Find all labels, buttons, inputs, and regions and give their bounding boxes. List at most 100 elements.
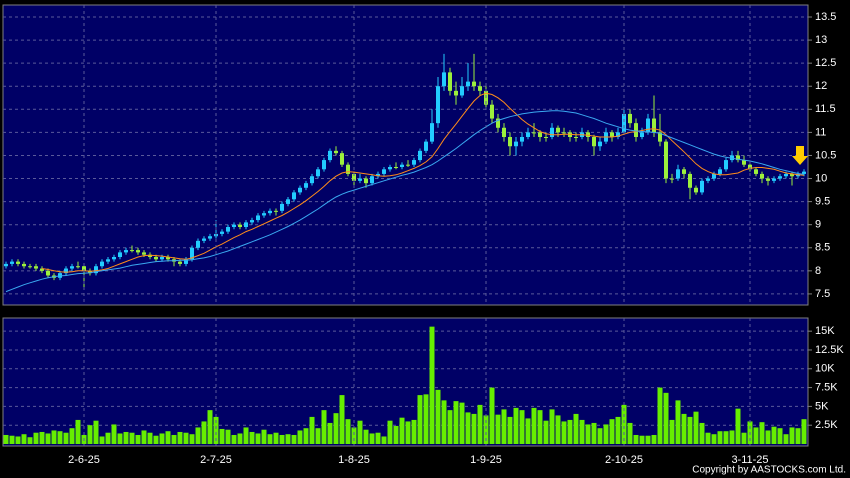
x-tick-label: 2-10-25 (605, 454, 643, 466)
volume-bar (315, 428, 321, 444)
candle-body (346, 164, 350, 174)
candle-body (790, 173, 794, 177)
candle-body (616, 132, 620, 137)
candle-body (148, 254, 152, 257)
candle-body (94, 266, 98, 274)
candle-body (292, 192, 296, 200)
volume-bar (3, 434, 9, 444)
candle-body (406, 164, 410, 166)
volume-bar (663, 392, 669, 444)
volume-bar (129, 432, 135, 444)
y-tick-label: 8.5 (815, 242, 830, 254)
candle-body (298, 187, 302, 193)
volume-bar (297, 430, 303, 444)
volume-bar (111, 424, 117, 444)
volume-bar (411, 419, 417, 444)
volume-bar (759, 422, 765, 444)
candle-body (280, 203, 284, 211)
volume-bar (579, 419, 585, 444)
moving-average-line (41, 92, 805, 273)
candle-body (640, 132, 644, 137)
volume-bar (423, 394, 429, 444)
volume-bar (471, 413, 477, 444)
volume-bar (477, 404, 483, 444)
candle-body (622, 113, 626, 133)
volume-bar (483, 415, 489, 444)
candle-body (760, 173, 764, 179)
y-tick-label: 11.5 (815, 103, 836, 115)
volume-bar (63, 432, 69, 444)
volume-bar (171, 434, 177, 444)
candle-body (184, 259, 188, 264)
volume-bar (459, 402, 465, 444)
volume-bar (117, 433, 123, 444)
candle-body (676, 169, 680, 179)
y-tick-label: 8 (815, 265, 821, 277)
candle-body (526, 132, 530, 137)
volume-bar (771, 426, 777, 444)
candle-body (388, 167, 392, 170)
volume-bar (561, 421, 567, 444)
y-tick-label: 9 (815, 219, 821, 231)
y-tick-label: 2.5K (815, 419, 838, 431)
candle-body (394, 167, 398, 168)
candle-body (316, 169, 320, 177)
candle-body (16, 261, 20, 264)
volume-bar (393, 425, 399, 444)
volume-bar (75, 419, 81, 444)
volume-bar (621, 404, 627, 444)
y-tick-label: 10 (815, 172, 827, 184)
candle-body (538, 132, 542, 137)
volume-bar (195, 427, 201, 444)
candle-body (550, 127, 554, 137)
candle-body (544, 137, 548, 138)
volume-bar (225, 429, 231, 444)
candle-body (10, 261, 14, 264)
volume-bar (123, 431, 129, 444)
candle-body (136, 250, 140, 253)
candle-body (376, 173, 380, 177)
volume-bar (783, 434, 789, 444)
candle-body (154, 257, 158, 260)
candle-body (496, 118, 500, 128)
volume-bar (405, 421, 411, 444)
volume-bar (237, 433, 243, 444)
volume-bar (183, 432, 189, 444)
volume-bar (741, 432, 747, 444)
current-arrow (792, 146, 808, 165)
candle-body (682, 169, 686, 174)
x-tick-label: 1-8-25 (338, 454, 370, 466)
plot-layer: 7.5 8 8.5 9 9.5 10 10.5 11 11.5 12 12.5 13 13.5 2.5K 5… (3, 5, 844, 466)
volume-bar (21, 434, 27, 444)
volume-bar (501, 409, 507, 444)
candle-body (490, 104, 494, 119)
candle-body (112, 257, 116, 260)
candle-body (412, 160, 416, 165)
candle-body (364, 178, 368, 184)
candle-body (106, 259, 110, 262)
y-tick-label: 10.5 (815, 149, 836, 161)
volume-bar (327, 422, 333, 444)
candle-body (436, 86, 440, 124)
volume-bar (363, 429, 369, 444)
candle-body (754, 169, 758, 174)
candle-body (130, 250, 134, 252)
volume-bar (573, 413, 579, 444)
y-tick-label: 7.5K (815, 381, 838, 393)
volume-bar (399, 417, 405, 444)
volume-bar (723, 431, 729, 444)
y-tick-label: 5K (815, 400, 829, 412)
y-tick-label: 15K (815, 325, 835, 337)
volume-bar (753, 427, 759, 444)
x-tick-label: 1-9-25 (470, 454, 502, 466)
candle-body (586, 132, 590, 137)
candle-body (310, 176, 314, 184)
volume-bar (189, 434, 195, 444)
volume-bar (159, 433, 165, 444)
volume-bar (765, 430, 771, 444)
candle-body (160, 257, 164, 260)
candle-body (772, 178, 776, 181)
y-tick-label: 12.5K (815, 344, 844, 356)
volume-bar (255, 433, 261, 444)
volume-bar (453, 401, 459, 444)
